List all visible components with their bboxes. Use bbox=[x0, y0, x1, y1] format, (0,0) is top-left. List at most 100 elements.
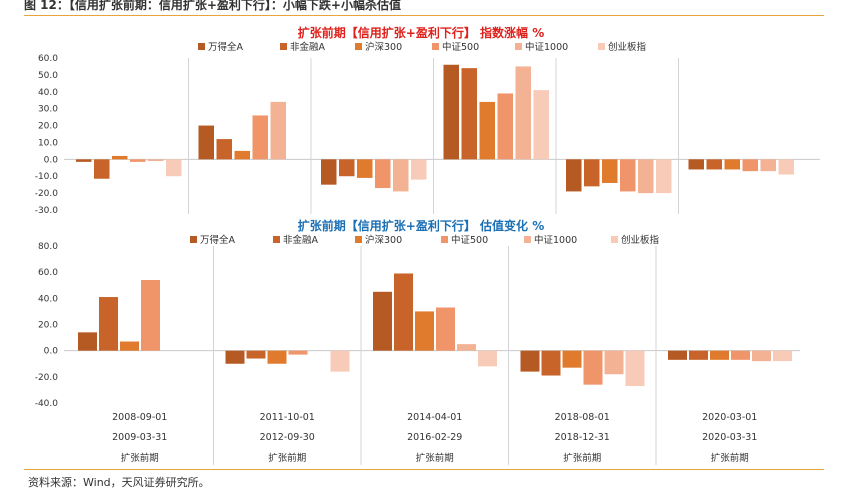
bar bbox=[478, 350, 497, 367]
bar bbox=[339, 159, 355, 177]
y-tick-label: 0.0 bbox=[44, 155, 59, 165]
legend-swatch bbox=[441, 236, 448, 243]
legend-swatch bbox=[515, 43, 522, 50]
bar bbox=[357, 159, 373, 178]
legend-swatch bbox=[355, 236, 362, 243]
bar bbox=[724, 159, 740, 170]
source-note: 资料来源：Wind，天风证券研究所。 bbox=[28, 476, 210, 489]
bar bbox=[656, 159, 672, 194]
period-label: 扩张前期 bbox=[121, 452, 159, 464]
y-tick-label: -40.0 bbox=[35, 399, 59, 409]
bar bbox=[773, 350, 792, 362]
period-end: 2016-02-29 bbox=[407, 432, 462, 443]
legend-label: 中证500 bbox=[451, 234, 488, 246]
y-tick-label: 20.0 bbox=[38, 122, 58, 132]
bar bbox=[706, 159, 722, 170]
bar bbox=[731, 350, 750, 360]
period-end: 2020-03-31 bbox=[702, 432, 757, 443]
y-tick-label: 60.0 bbox=[38, 54, 58, 64]
legend-swatch bbox=[598, 43, 605, 50]
legend-label: 中证1000 bbox=[534, 234, 577, 246]
bar bbox=[112, 155, 128, 160]
y-tick-label: -10.0 bbox=[35, 172, 59, 182]
legend-label: 沪深300 bbox=[365, 234, 402, 246]
legend-label: 中证1000 bbox=[525, 41, 568, 53]
legend-label: 万得全A bbox=[200, 234, 236, 246]
y-tick-label: 50.0 bbox=[38, 71, 58, 81]
bar bbox=[760, 159, 776, 172]
y-tick-label: 30.0 bbox=[38, 105, 58, 115]
period-start: 2018-08-01 bbox=[555, 412, 610, 423]
bottom-rule bbox=[24, 469, 824, 470]
y-tick-label: 20.0 bbox=[38, 321, 58, 331]
bar bbox=[394, 273, 413, 351]
bar bbox=[267, 350, 287, 364]
legend-swatch bbox=[280, 43, 287, 50]
period-start: 2020-03-01 bbox=[702, 412, 757, 423]
bar bbox=[742, 159, 758, 172]
y-tick-label: 60.0 bbox=[38, 268, 58, 278]
y-tick-label: -30.0 bbox=[35, 206, 59, 216]
chart-2: 扩张前期【信用扩张+盈利下行】 估值变化 % 万得全A 非金融A 沪深300 中证500… bbox=[35, 218, 800, 465]
legend-swatch bbox=[611, 236, 618, 243]
period-label: 扩张前期 bbox=[416, 452, 454, 464]
bar bbox=[689, 350, 708, 360]
bar bbox=[479, 101, 495, 160]
bar bbox=[393, 159, 409, 192]
bar bbox=[375, 159, 391, 189]
figure-title: 图 12：【信用扩张前期：信用扩张+盈利下行】：小幅下跌+小幅杀估值 bbox=[24, 0, 401, 12]
bar bbox=[411, 159, 427, 180]
y-tick-label: 40.0 bbox=[38, 88, 58, 98]
bar bbox=[620, 159, 636, 192]
bar bbox=[562, 350, 582, 368]
bar bbox=[120, 341, 139, 351]
legend-label: 非金融A bbox=[290, 41, 326, 53]
chart-title: 扩张前期【信用扩张+盈利下行】 估值变化 % bbox=[298, 218, 544, 233]
period-label: 扩张前期 bbox=[563, 452, 601, 464]
bar bbox=[778, 159, 794, 175]
bar bbox=[198, 125, 214, 160]
y-tick-label: 40.0 bbox=[38, 294, 58, 304]
legend-label: 万得全A bbox=[208, 41, 244, 53]
bar bbox=[710, 350, 729, 360]
period-start: 2014-04-01 bbox=[407, 412, 462, 423]
period-label: 扩张前期 bbox=[711, 452, 749, 464]
y-tick-label: 0.0 bbox=[44, 347, 59, 357]
bar bbox=[436, 307, 455, 351]
bar bbox=[141, 280, 160, 351]
y-tick-label: 80.0 bbox=[38, 242, 58, 252]
period-end: 2012-09-30 bbox=[260, 432, 315, 443]
bar bbox=[225, 350, 245, 364]
legend-label: 创业板指 bbox=[608, 41, 647, 53]
bar bbox=[541, 350, 561, 376]
bar bbox=[415, 311, 434, 351]
bar bbox=[76, 159, 92, 162]
bar bbox=[321, 159, 337, 185]
bar bbox=[520, 350, 540, 372]
bar bbox=[583, 350, 603, 385]
bar bbox=[461, 68, 477, 160]
bar bbox=[443, 64, 459, 160]
chart-title: 扩张前期【信用扩张+盈利下行】 指数涨幅 % bbox=[298, 25, 544, 40]
bar bbox=[584, 159, 600, 187]
bar bbox=[78, 332, 97, 351]
bar bbox=[246, 350, 266, 359]
bar bbox=[99, 297, 118, 351]
bar bbox=[166, 159, 182, 177]
bar bbox=[330, 350, 350, 372]
bar bbox=[533, 90, 549, 160]
legend-swatch bbox=[432, 43, 439, 50]
bar bbox=[270, 101, 286, 160]
y-tick-label: 10.0 bbox=[38, 138, 58, 148]
bar bbox=[373, 291, 392, 351]
bar bbox=[688, 159, 704, 170]
legend-swatch bbox=[273, 236, 280, 243]
bar bbox=[638, 159, 654, 194]
bar bbox=[94, 159, 110, 179]
period-end: 2018-12-31 bbox=[555, 432, 610, 443]
legend-swatch bbox=[524, 236, 531, 243]
bar bbox=[148, 159, 164, 162]
legend-label: 创业板指 bbox=[621, 234, 660, 246]
period-start: 2011-10-01 bbox=[260, 412, 315, 423]
bar bbox=[234, 150, 250, 160]
